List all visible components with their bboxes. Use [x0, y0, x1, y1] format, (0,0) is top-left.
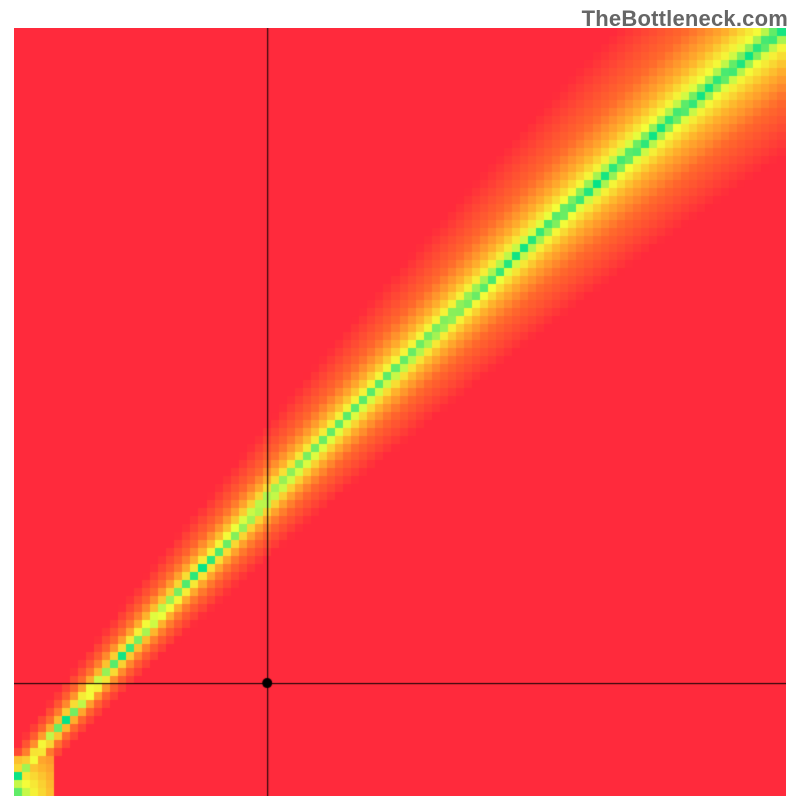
chart-container: TheBottleneck.com — [0, 0, 800, 800]
bottleneck-heatmap-canvas — [14, 28, 786, 796]
